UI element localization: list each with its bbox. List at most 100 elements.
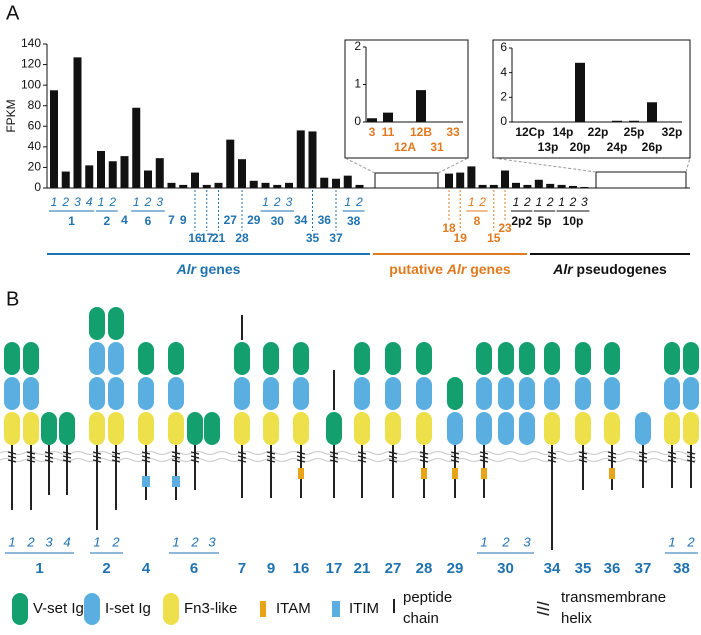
x-sublabel: 3 [74, 195, 81, 209]
bar [108, 161, 117, 188]
x-sublabel: 2 [355, 195, 363, 209]
b-gene-label: 21 [354, 560, 371, 577]
inset-y-tick-label: 0 [500, 114, 507, 128]
itam [421, 468, 427, 479]
y-tick-label: 40 [28, 139, 42, 153]
inset-x-label: 32p [662, 125, 683, 139]
domain [108, 342, 124, 375]
domain [293, 342, 309, 375]
legend-swatch [536, 601, 550, 616]
b-sublabel: 1 [172, 534, 179, 549]
x-sublabel: 1 [262, 195, 269, 209]
domain [187, 412, 203, 445]
inset-x-label: 3 [369, 125, 376, 139]
inset-x-label: 12Cp [515, 125, 544, 139]
b-gene-label: 16 [293, 560, 310, 577]
y-tick-label: 20 [28, 160, 42, 174]
x-sublabel: 4 [86, 195, 93, 209]
b-sublabel: 1 [668, 534, 675, 549]
domain [416, 377, 432, 410]
b-gene-label: 29 [447, 560, 464, 577]
transmembrane-helix [62, 451, 72, 463]
y-tick-label: 100 [21, 77, 41, 91]
domain [326, 412, 342, 445]
bar [144, 170, 152, 188]
bar [261, 182, 270, 188]
domain [635, 412, 651, 445]
bar [296, 130, 305, 188]
bar [320, 177, 329, 188]
bar [285, 182, 293, 188]
domain [263, 412, 279, 445]
b-gene-label: 6 [190, 560, 198, 577]
inset-x-label: 33 [446, 125, 460, 139]
domain [447, 377, 463, 410]
x-sublabel: 3 [156, 195, 163, 209]
domain [519, 412, 535, 445]
bar [132, 107, 141, 188]
transmembrane-helix [92, 451, 102, 463]
inset-y-tick-label: 6 [500, 40, 507, 54]
inset-frame [344, 39, 469, 159]
inset-x-label: 20p [570, 140, 591, 154]
legend-swatch [84, 593, 100, 625]
x-sublabel: 3 [581, 195, 588, 209]
transmembrane-helix [357, 451, 367, 463]
inset-y-tick-label: 1 [354, 77, 361, 91]
group-label: 30 [271, 214, 285, 228]
domain [354, 377, 370, 410]
bar [512, 182, 520, 188]
inset-x-label: 11 [382, 125, 395, 139]
section-label-part: genes [196, 261, 241, 277]
b-sublabel: 3 [208, 534, 216, 549]
domain [476, 377, 492, 410]
domain [293, 377, 309, 410]
bar [273, 184, 282, 188]
x-sublabel: 1 [344, 195, 351, 209]
domain [41, 412, 57, 445]
itam [609, 468, 615, 479]
transmembrane-helix [578, 451, 588, 463]
legend-swatch [12, 593, 28, 625]
bar [546, 183, 555, 188]
bar [489, 184, 498, 188]
domain [89, 307, 105, 340]
x-sublabel: 2 [108, 195, 116, 209]
x-tick-label: 19 [454, 231, 468, 245]
transmembrane-helix [7, 451, 17, 463]
domain [138, 342, 154, 375]
section-label-part: Alr [446, 261, 468, 277]
domain [683, 342, 699, 375]
domain [23, 412, 39, 445]
transmembrane-helix [329, 451, 339, 463]
b-sublabel: 2 [501, 534, 510, 549]
bar [202, 184, 211, 188]
domain [89, 342, 105, 375]
inset-y-tick-label: 2 [500, 90, 507, 104]
inset-bar [367, 118, 377, 122]
inset-x-label: 26p [642, 140, 663, 154]
x-tick-label: 21 [212, 231, 226, 245]
b-gene-label: 27 [385, 560, 402, 577]
transmembrane-helix [266, 451, 276, 463]
group-label: 38 [347, 214, 361, 228]
domain [498, 377, 514, 410]
domain [4, 377, 20, 410]
b-gene-label: 9 [267, 560, 275, 577]
b-gene-label: 37 [635, 560, 652, 577]
inset-bar [629, 120, 639, 122]
inset-bar [383, 112, 393, 122]
bar [179, 184, 188, 188]
inset-x-label: 12B [410, 125, 432, 139]
x-tick-label: 18 [442, 221, 456, 235]
bar [155, 158, 164, 188]
b-sublabel: 2 [190, 534, 199, 549]
section-label-part: genes [466, 261, 511, 277]
domain [664, 412, 680, 445]
domain [138, 377, 154, 410]
bar [456, 172, 465, 188]
y-tick-label: 120 [21, 57, 41, 71]
x-tick-label: 27 [224, 213, 238, 227]
bar [85, 165, 94, 188]
x-sublabel: 3 [286, 195, 293, 209]
